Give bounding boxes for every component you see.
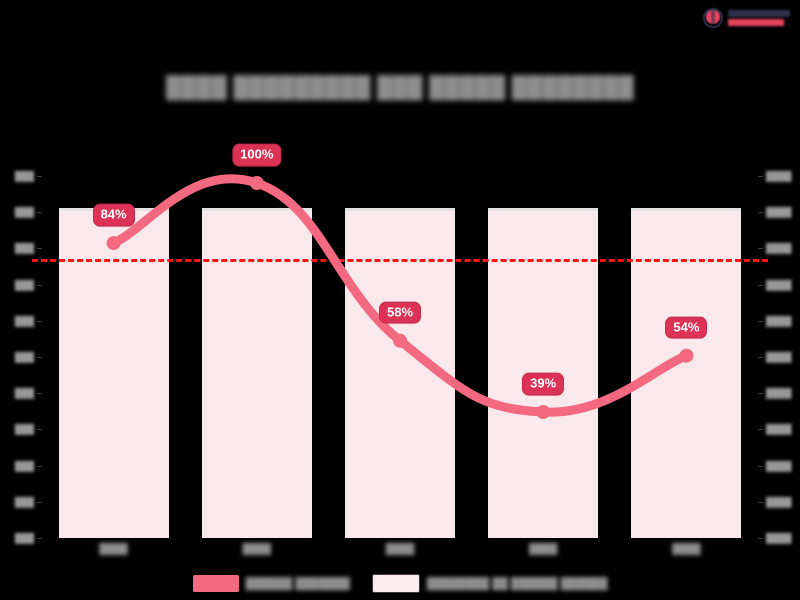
x-axis-label: ████ bbox=[99, 544, 128, 555]
y-tick-left bbox=[37, 248, 42, 250]
target-reference-line bbox=[32, 259, 768, 263]
chart-legend: ██████ ███████ ████████ ██ ██████ ██████ bbox=[0, 574, 800, 593]
y-tick-label-left: ███ bbox=[14, 424, 34, 435]
y-tick-label-right: ████ bbox=[766, 243, 792, 254]
legend-item-bar[interactable]: ████████ ██ ██████ ██████ bbox=[371, 574, 608, 593]
data-label: 58% bbox=[378, 301, 422, 324]
legend-swatch-line bbox=[192, 575, 239, 592]
y-tick-label-left: ███ bbox=[14, 352, 34, 362]
plot-area: ███ ███ ███ ███ ███ ███ ███ ███ ███ ███ ███ ████ ██… bbox=[15, 171, 792, 543]
data-label: 84% bbox=[92, 203, 135, 227]
y-tick-label-right: ████ bbox=[766, 533, 792, 543]
y-tick-right bbox=[758, 212, 763, 214]
y-tick-label-right: ████ bbox=[766, 279, 792, 290]
y-tick-right bbox=[758, 284, 763, 286]
bar[interactable] bbox=[345, 208, 455, 538]
y-tick-label-right: ████ bbox=[766, 460, 792, 471]
legend-label-line: ██████ ███████ bbox=[245, 577, 350, 590]
y-tick-left bbox=[37, 284, 42, 286]
y-tick-left bbox=[37, 393, 42, 395]
bar[interactable] bbox=[58, 208, 169, 538]
y-tick-label-left: ███ bbox=[14, 279, 34, 290]
logo-circle-icon bbox=[702, 7, 724, 29]
data-label: 100% bbox=[232, 143, 282, 167]
y-tick-right bbox=[758, 357, 763, 358]
x-axis-label: ████ bbox=[672, 544, 701, 555]
y-tick-label-right: ████ bbox=[766, 207, 792, 218]
y-tick-label-right: ████ bbox=[766, 352, 792, 362]
brand-logo bbox=[702, 4, 794, 32]
y-tick-right bbox=[758, 320, 763, 322]
y-tick-left bbox=[37, 357, 42, 358]
line-point[interactable] bbox=[249, 176, 264, 190]
y-tick-label-right: ████ bbox=[766, 315, 792, 326]
y-tick-label-right: ████ bbox=[766, 171, 792, 181]
data-label: 54% bbox=[665, 316, 708, 340]
y-tick-label-left: ███ bbox=[14, 207, 34, 218]
y-tick-right bbox=[758, 465, 763, 467]
x-axis-label: ████ bbox=[385, 544, 415, 555]
bar[interactable] bbox=[201, 208, 312, 538]
y-tick-left bbox=[37, 429, 42, 431]
logo-wordmark bbox=[728, 10, 790, 26]
y-tick-left bbox=[37, 465, 42, 467]
legend-swatch-bar bbox=[371, 574, 420, 593]
y-tick-left bbox=[37, 212, 42, 214]
y-tick-left bbox=[37, 538, 42, 539]
y-tick-label-left: ███ bbox=[14, 171, 34, 181]
y-tick-label-left: ███ bbox=[14, 460, 34, 471]
chart-title: ████ █████████ ███ █████ ████████ bbox=[165, 76, 634, 99]
legend-label-bar: ████████ ██ ██████ ██████ bbox=[426, 577, 608, 590]
y-tick-label-left: ███ bbox=[14, 496, 34, 507]
y-tick-left bbox=[37, 320, 42, 322]
y-tick-label-left: ███ bbox=[14, 243, 34, 254]
y-tick-right bbox=[758, 176, 763, 177]
x-axis-label: ████ bbox=[529, 544, 558, 555]
y-tick-right bbox=[758, 501, 763, 503]
x-axis-label: ████ bbox=[242, 544, 271, 555]
y-tick-left bbox=[37, 501, 42, 503]
legend-item-line[interactable]: ██████ ███████ bbox=[192, 575, 350, 592]
y-tick-left bbox=[37, 176, 42, 177]
y-tick-right bbox=[758, 538, 763, 539]
y-tick-label-left: ███ bbox=[14, 388, 34, 399]
data-label: 39% bbox=[522, 372, 565, 396]
y-tick-label-left: ███ bbox=[14, 533, 34, 543]
bar[interactable] bbox=[631, 208, 742, 538]
y-tick-right bbox=[758, 429, 763, 431]
y-tick-right bbox=[758, 393, 763, 395]
y-tick-label-left: ███ bbox=[14, 315, 34, 326]
y-tick-label-right: ████ bbox=[766, 496, 792, 507]
y-tick-label-right: ████ bbox=[766, 388, 792, 399]
y-tick-right bbox=[758, 248, 763, 250]
y-tick-label-right: ████ bbox=[766, 424, 792, 435]
